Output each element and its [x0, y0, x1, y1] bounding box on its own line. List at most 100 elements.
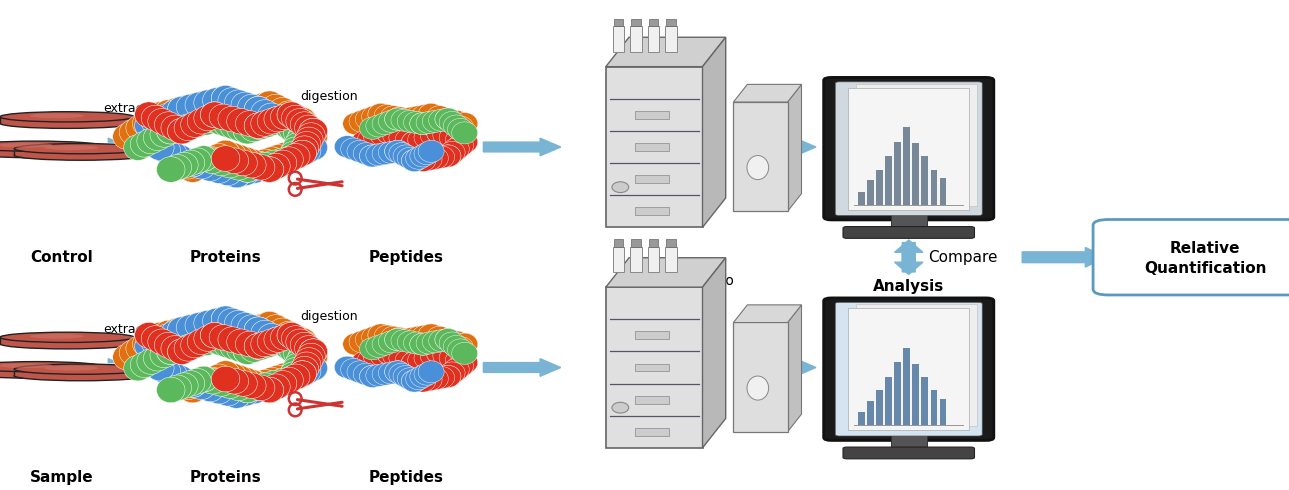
Ellipse shape: [14, 364, 148, 374]
Polygon shape: [606, 258, 726, 287]
Polygon shape: [788, 305, 802, 432]
Ellipse shape: [259, 330, 287, 356]
Ellipse shape: [183, 112, 211, 137]
Bar: [858, 412, 865, 425]
Ellipse shape: [112, 124, 142, 149]
Ellipse shape: [164, 154, 192, 180]
Ellipse shape: [156, 118, 186, 144]
Ellipse shape: [134, 322, 164, 348]
Ellipse shape: [295, 117, 324, 143]
Ellipse shape: [275, 101, 303, 126]
Ellipse shape: [277, 113, 305, 139]
Ellipse shape: [366, 115, 392, 137]
Ellipse shape: [277, 366, 305, 392]
Ellipse shape: [287, 328, 317, 353]
Ellipse shape: [434, 126, 461, 148]
Ellipse shape: [215, 320, 244, 346]
Ellipse shape: [290, 111, 318, 136]
Ellipse shape: [299, 135, 327, 160]
Ellipse shape: [202, 96, 231, 121]
Bar: [614, 239, 624, 247]
Ellipse shape: [748, 155, 768, 180]
Ellipse shape: [266, 372, 295, 397]
Ellipse shape: [211, 85, 240, 111]
Ellipse shape: [142, 110, 170, 135]
Ellipse shape: [242, 316, 271, 342]
Ellipse shape: [218, 363, 246, 389]
Bar: [606, 287, 703, 448]
Ellipse shape: [429, 146, 455, 168]
FancyBboxPatch shape: [843, 447, 974, 459]
Ellipse shape: [389, 143, 415, 165]
Bar: [635, 364, 669, 371]
Ellipse shape: [193, 310, 222, 336]
Ellipse shape: [231, 380, 259, 406]
Ellipse shape: [258, 368, 286, 393]
Ellipse shape: [165, 337, 193, 362]
Ellipse shape: [360, 145, 385, 167]
Bar: [931, 390, 937, 425]
Ellipse shape: [418, 103, 445, 125]
Ellipse shape: [434, 347, 461, 369]
Ellipse shape: [416, 112, 442, 134]
Ellipse shape: [451, 131, 478, 153]
Ellipse shape: [255, 312, 284, 337]
Ellipse shape: [202, 308, 231, 334]
Ellipse shape: [156, 140, 186, 166]
Ellipse shape: [251, 149, 280, 174]
Bar: [665, 26, 677, 52]
Ellipse shape: [287, 107, 317, 133]
Ellipse shape: [443, 120, 469, 142]
Ellipse shape: [174, 374, 202, 399]
Bar: [630, 247, 642, 272]
Ellipse shape: [156, 377, 186, 403]
Ellipse shape: [199, 368, 227, 394]
Ellipse shape: [434, 108, 461, 130]
Ellipse shape: [349, 110, 375, 132]
Ellipse shape: [281, 137, 309, 163]
Ellipse shape: [427, 326, 452, 348]
Ellipse shape: [30, 334, 84, 339]
Ellipse shape: [401, 131, 428, 153]
Ellipse shape: [440, 126, 465, 148]
Polygon shape: [606, 37, 726, 67]
Polygon shape: [733, 84, 802, 102]
Ellipse shape: [174, 153, 202, 179]
Ellipse shape: [192, 150, 220, 176]
Ellipse shape: [612, 182, 629, 193]
Ellipse shape: [246, 114, 275, 140]
Ellipse shape: [0, 339, 134, 349]
Ellipse shape: [255, 157, 284, 182]
Text: Relative: Relative: [1170, 241, 1240, 256]
Ellipse shape: [255, 312, 284, 337]
Bar: [632, 239, 641, 247]
Ellipse shape: [280, 365, 308, 391]
Bar: [913, 143, 919, 205]
Ellipse shape: [244, 113, 273, 139]
Ellipse shape: [189, 146, 218, 172]
Ellipse shape: [214, 112, 242, 137]
Text: Sample: Sample: [30, 470, 94, 486]
Ellipse shape: [156, 118, 186, 144]
Ellipse shape: [293, 138, 321, 164]
Ellipse shape: [440, 332, 465, 354]
Bar: [14, 369, 148, 376]
Ellipse shape: [271, 331, 299, 357]
Ellipse shape: [406, 147, 432, 169]
Ellipse shape: [244, 333, 273, 359]
Ellipse shape: [351, 351, 378, 374]
Ellipse shape: [287, 344, 317, 370]
Ellipse shape: [356, 328, 382, 351]
Ellipse shape: [360, 338, 385, 360]
Bar: [877, 390, 883, 425]
Ellipse shape: [211, 306, 240, 332]
Ellipse shape: [222, 383, 251, 408]
Ellipse shape: [376, 343, 402, 365]
Ellipse shape: [406, 368, 432, 390]
Ellipse shape: [196, 93, 224, 119]
Ellipse shape: [416, 332, 442, 354]
Ellipse shape: [233, 377, 262, 403]
Ellipse shape: [379, 331, 405, 353]
Ellipse shape: [211, 85, 240, 111]
FancyArrow shape: [108, 359, 129, 376]
